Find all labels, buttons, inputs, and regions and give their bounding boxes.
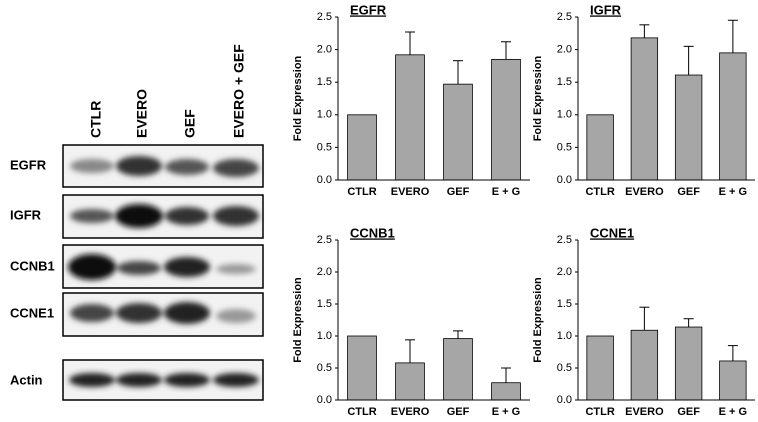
bar xyxy=(586,114,614,181)
bar xyxy=(674,326,703,401)
y-tick-label: 1.0 xyxy=(557,109,572,121)
x-tick-label: EVERO xyxy=(391,406,430,418)
bar xyxy=(719,52,747,181)
bar xyxy=(395,54,425,181)
error-bar xyxy=(683,318,694,328)
blot-column-label: EVERO + GEF xyxy=(231,44,247,138)
blot-bands xyxy=(68,156,259,387)
chart-title: CCNE1 xyxy=(590,225,634,240)
x-tick-label: EVERO xyxy=(625,186,664,198)
error-bar xyxy=(405,339,415,363)
bar xyxy=(491,382,521,401)
bar xyxy=(719,360,747,401)
bar xyxy=(491,58,521,181)
y-tick-label: 1.5 xyxy=(557,298,572,310)
chart-title: EGFR xyxy=(350,2,387,17)
x-tick-label: CTLR xyxy=(347,186,376,198)
y-tick-label: 0.0 xyxy=(317,174,332,186)
blot-row-label: EGFR xyxy=(10,157,47,172)
x-tick-label: E + G xyxy=(719,186,747,198)
y-tick-label: 0.0 xyxy=(317,394,332,406)
blot-row-label: Actin xyxy=(10,372,43,387)
error-bar xyxy=(501,41,511,60)
chart-title: CCNB1 xyxy=(350,225,395,240)
y-tick-label: 0.0 xyxy=(557,174,572,186)
bar xyxy=(347,114,377,181)
y-tick-label: 0.0 xyxy=(557,394,572,406)
y-tick-label: 1.5 xyxy=(317,76,332,88)
y-tick-label: 1.5 xyxy=(317,298,332,310)
x-tick-label: EVERO xyxy=(391,186,430,198)
y-tick-label: 0.5 xyxy=(557,141,572,153)
y-tick-label: 2.0 xyxy=(557,266,572,278)
y-tick-label: 2.0 xyxy=(557,44,572,56)
error-bar xyxy=(727,345,738,361)
x-tick-label: GEF xyxy=(447,186,470,198)
bar xyxy=(443,338,473,401)
blot-column-label: EVERO xyxy=(134,89,150,138)
x-tick-label: GEF xyxy=(447,406,470,418)
x-tick-label: CTLR xyxy=(347,406,376,418)
error-bar xyxy=(639,24,650,38)
y-tick-label: 0.5 xyxy=(317,141,332,153)
y-tick-label: 1.0 xyxy=(317,109,332,121)
blot-row-label: CCNE1 xyxy=(10,305,54,320)
x-tick-label: EVERO xyxy=(625,406,664,418)
x-tick-label: CTLR xyxy=(585,406,614,418)
chart-title: IGFR xyxy=(590,2,622,17)
blot-column-label: GEF xyxy=(182,109,198,138)
error-bar xyxy=(453,330,463,339)
y-tick-label: 2.5 xyxy=(317,11,332,23)
x-tick-label: E + G xyxy=(492,406,520,418)
blot-row-label: CCNB1 xyxy=(10,258,55,273)
blot-column-label: CTLR xyxy=(88,101,104,138)
y-tick-label: 0.5 xyxy=(557,362,572,374)
y-axis-label: Fold Expression xyxy=(292,277,304,363)
y-tick-label: 2.5 xyxy=(317,234,332,246)
y-tick-label: 2.0 xyxy=(317,266,332,278)
y-tick-label: 0.5 xyxy=(317,362,332,374)
y-tick-label: 2.5 xyxy=(557,234,572,246)
x-tick-label: CTLR xyxy=(585,186,614,198)
bar xyxy=(395,362,425,401)
error-bar xyxy=(727,19,738,53)
y-axis-label: Fold Expression xyxy=(532,277,544,363)
bar xyxy=(347,335,377,401)
error-bar xyxy=(683,45,694,76)
y-tick-label: 2.5 xyxy=(557,11,572,23)
error-bar xyxy=(501,367,511,383)
blot-row-label: IGFR xyxy=(10,207,42,222)
y-axis-label: Fold Expression xyxy=(532,55,544,141)
y-tick-label: 1.5 xyxy=(557,76,572,88)
y-tick-label: 1.0 xyxy=(557,330,572,342)
x-tick-label: GEF xyxy=(677,406,700,418)
y-tick-label: 1.0 xyxy=(317,330,332,342)
error-bar xyxy=(453,60,463,85)
western-blot xyxy=(62,144,264,401)
bar xyxy=(630,37,659,181)
bar xyxy=(443,83,473,181)
x-tick-label: E + G xyxy=(719,406,747,418)
bar xyxy=(630,329,659,401)
error-bar xyxy=(405,31,415,55)
y-tick-label: 2.0 xyxy=(317,44,332,56)
bar xyxy=(586,335,614,401)
bar xyxy=(674,74,703,181)
x-tick-label: GEF xyxy=(677,186,700,198)
y-axis-label: Fold Expression xyxy=(292,55,304,141)
x-tick-label: E + G xyxy=(492,186,520,198)
error-bar xyxy=(639,306,650,331)
